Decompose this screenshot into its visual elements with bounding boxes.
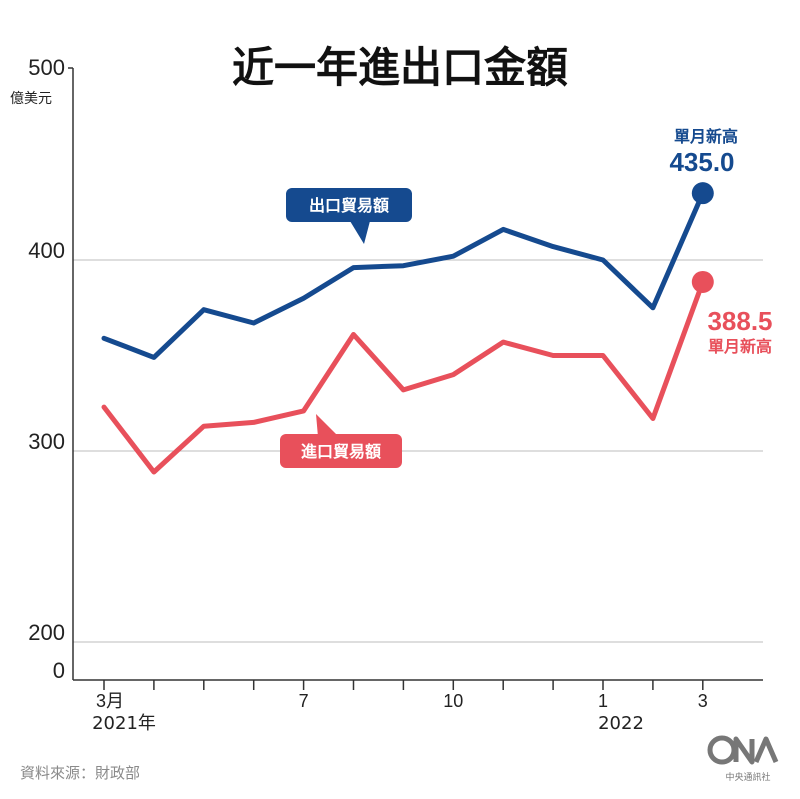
export-high-label: 單月新高 <box>674 127 738 146</box>
y-tick-label: 200 <box>28 620 65 645</box>
gridlines <box>73 259 763 643</box>
y-tick-label: 0 <box>53 658 65 683</box>
y-tick-label: 300 <box>28 429 65 454</box>
x-year-label: 2021年 <box>92 713 156 734</box>
x-tick-label: 3 <box>698 691 708 711</box>
y-tick-label: 400 <box>28 238 65 263</box>
import-tag-pointer <box>316 414 338 437</box>
import-endpoint-marker <box>691 270 714 293</box>
axes <box>68 67 763 690</box>
export-series-tag: 出口貿易額 <box>286 188 412 244</box>
x-tick-label: 3月 <box>96 691 124 711</box>
export-tag-pointer <box>350 221 370 244</box>
import-tag-label: 進口貿易額 <box>301 442 381 461</box>
import-tag-box <box>280 434 402 468</box>
export-endpoint-marker <box>691 182 714 205</box>
series-lines <box>101 182 714 475</box>
cna-logo: 中央通訊社 <box>707 735 779 783</box>
chart-title: 近一年進出口金額 <box>232 43 568 92</box>
import-high-label: 單月新高 <box>708 337 772 356</box>
export-tag-label: 出口貿易額 <box>309 196 389 215</box>
import-high-value: 388.5 <box>707 306 772 336</box>
logo-n-mark <box>733 736 755 765</box>
export-series-line <box>101 190 706 360</box>
export-high-value: 435.0 <box>669 147 734 177</box>
logo-ring <box>707 735 737 765</box>
y-axis-unit: 億美元 <box>10 91 52 107</box>
x-tick-label: 10 <box>443 691 463 711</box>
logo-a-mark <box>753 736 779 763</box>
x-year-label: 2022 <box>598 713 644 734</box>
logo-caption: 中央通訊社 <box>725 771 770 783</box>
import-series-line <box>101 279 706 475</box>
y-tick-label: 500 <box>28 55 65 80</box>
export-tag-box <box>286 188 412 222</box>
x-tick-label: 1 <box>598 691 608 711</box>
import-series-tag: 進口貿易額 <box>280 414 402 468</box>
x-tick-label: 7 <box>299 691 309 711</box>
source-note: 資料來源：財政部 <box>20 764 140 782</box>
